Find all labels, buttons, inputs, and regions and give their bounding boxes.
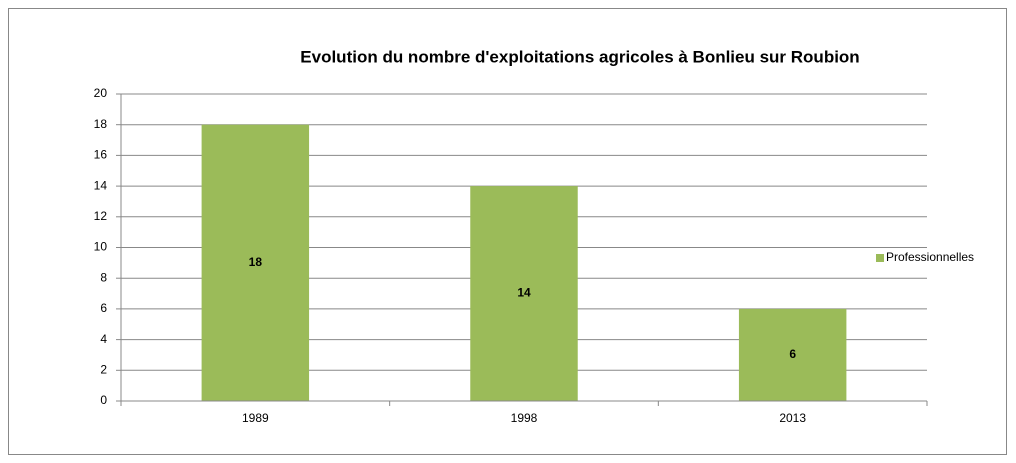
bar (470, 186, 578, 401)
y-tick-label: 8 (100, 270, 107, 284)
y-tick-label: 6 (100, 301, 107, 315)
y-tick-label: 2 (100, 362, 107, 376)
x-tick-label: 1998 (511, 411, 538, 425)
legend-label: Professionnelles (886, 250, 974, 264)
y-tick-label: 0 (100, 393, 107, 407)
y-tick-label: 12 (94, 209, 108, 223)
x-tick-label: 2013 (779, 411, 806, 425)
y-tick-label: 20 (94, 86, 108, 100)
y-tick-label: 4 (100, 332, 107, 346)
y-tick-label: 16 (94, 148, 108, 162)
legend-swatch (876, 254, 884, 262)
bar (201, 124, 310, 401)
data-label: 14 (517, 286, 531, 300)
y-tick-label: 10 (94, 240, 108, 254)
bar (738, 308, 847, 401)
data-label: 6 (789, 347, 796, 361)
chart-title: Evolution du nombre d'exploitations agri… (300, 47, 859, 66)
x-tick-label: 1989 (242, 411, 269, 425)
y-tick-label: 18 (94, 117, 108, 131)
y-tick-label: 14 (94, 178, 108, 192)
data-label: 18 (249, 255, 263, 269)
